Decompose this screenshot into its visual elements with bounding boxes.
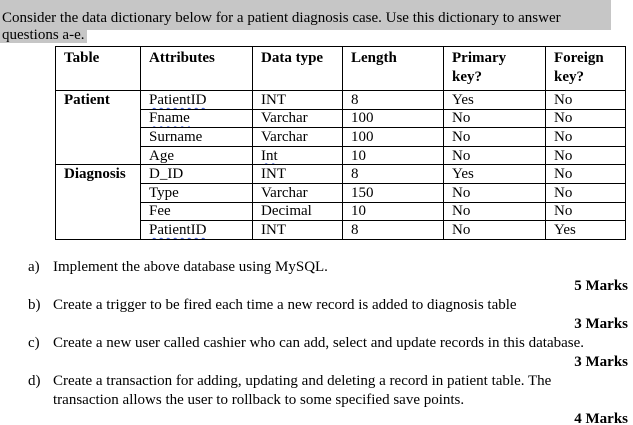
- primary-key-cell: Yes: [443, 90, 546, 110]
- data-type-cell: INT: [252, 220, 343, 240]
- table-row: Fee Decimal 10 No No: [56, 201, 626, 222]
- length-cell: 10: [342, 201, 444, 222]
- column-header-length: Length: [342, 46, 444, 91]
- column-header-foreign-key: Foreign key?: [545, 46, 626, 91]
- table-name-cell: Patient: [55, 89, 141, 166]
- table-header-row: Table Attributes Data type Length Primar…: [55, 46, 626, 91]
- column-header-data-type: Data type: [252, 46, 343, 91]
- length-cell: 8: [342, 164, 444, 184]
- question-d: d) Create a transaction for adding, upda…: [0, 372, 629, 425]
- attribute-cell: Surname: [140, 127, 253, 147]
- length-cell: 100: [342, 127, 444, 147]
- table-row: PatientID INT 8 No Yes: [56, 220, 626, 240]
- data-type-cell: INT: [252, 90, 343, 110]
- marks-label: 4 Marks: [574, 411, 628, 425]
- primary-key-cell: Yes: [443, 164, 546, 184]
- foreign-key-cell: No: [545, 201, 626, 222]
- marks-label: 5 Marks: [574, 278, 628, 294]
- question-text: Implement the above database using MySQL…: [53, 259, 328, 275]
- attribute-cell: Age: [140, 145, 253, 166]
- table-name-cell: Diagnosis: [55, 164, 141, 240]
- data-type-cell: Varchar: [252, 108, 343, 129]
- table-row: Age Int 10 No No: [56, 145, 626, 166]
- table-row: Patient PatientID INT 8 Yes No: [55, 89, 626, 166]
- length-cell: 100: [342, 108, 444, 129]
- attribute-cell: D_ID: [140, 164, 253, 184]
- foreign-key-cell: No: [545, 182, 626, 203]
- foreign-key-cell: No: [545, 90, 626, 110]
- attribute-cell: Fee: [140, 201, 253, 222]
- marks-label: 3 Marks: [574, 354, 628, 370]
- foreign-key-cell: No: [545, 145, 626, 166]
- foreign-key-cell: No: [545, 108, 626, 129]
- question-a: a) Implement the above database using My…: [0, 258, 629, 296]
- question-text: Create a trigger to be fired each time a…: [53, 297, 517, 313]
- primary-key-cell: No: [443, 145, 546, 166]
- table-row: Type Varchar 150 No No: [56, 182, 626, 203]
- question-b: b) Create a trigger to be fired each tim…: [0, 296, 629, 334]
- table-row: Diagnosis D_ID INT 8 Yes No: [55, 164, 626, 240]
- question-text: Create a new user called cashier who can…: [53, 335, 585, 351]
- question-c: c) Create a new user called cashier who …: [0, 334, 629, 372]
- table-row: Surname Varchar 100 No No: [56, 127, 626, 147]
- primary-key-cell: No: [443, 182, 546, 203]
- primary-key-cell: No: [443, 108, 546, 129]
- data-type-cell: Decimal: [252, 201, 343, 222]
- question-label: c): [28, 335, 40, 351]
- foreign-key-cell: No: [545, 127, 626, 147]
- data-type-cell: Int: [252, 145, 343, 166]
- column-header-primary-key: Primary key?: [443, 46, 546, 91]
- questions-list: a) Implement the above database using My…: [0, 258, 629, 425]
- attribute-cell: PatientID: [140, 90, 253, 110]
- attribute-cell: Type: [140, 182, 253, 203]
- intro-line-2: questions a-e: [2, 27, 81, 43]
- question-text: transaction allows the user to rollback …: [53, 392, 465, 408]
- attribute-cell: Fname: [140, 108, 253, 129]
- column-header-table: Table: [55, 46, 141, 91]
- length-cell: 150: [342, 182, 444, 203]
- foreign-key-cell: No: [545, 164, 626, 184]
- question-label: a): [28, 259, 40, 275]
- intro-line-1: Consider the data dictionary below for a…: [2, 10, 561, 26]
- length-cell: 8: [342, 90, 444, 110]
- primary-key-cell: No: [443, 127, 546, 147]
- primary-key-cell: No: [443, 220, 546, 240]
- question-label: b): [28, 297, 41, 313]
- primary-key-cell: No: [443, 201, 546, 222]
- data-dictionary-table: Table Attributes Data type Length Primar…: [55, 46, 626, 240]
- attribute-cell: PatientID: [140, 220, 253, 240]
- length-cell: 10: [342, 145, 444, 166]
- question-label: d): [28, 373, 41, 389]
- table-row: Fname Varchar 100 No No: [56, 108, 626, 129]
- data-type-cell: INT: [252, 164, 343, 184]
- foreign-key-cell: Yes: [545, 220, 626, 240]
- length-cell: 8: [342, 220, 444, 240]
- marks-label: 3 Marks: [574, 316, 628, 332]
- question-text: Create a transaction for adding, updatin…: [53, 373, 552, 389]
- column-header-attributes: Attributes: [140, 46, 253, 91]
- data-type-cell: Varchar: [252, 182, 343, 203]
- intro-line-2-period: .: [80, 27, 85, 43]
- data-type-cell: Varchar: [252, 127, 343, 147]
- intro-paragraph: Consider the data dictionary below for a…: [2, 10, 561, 44]
